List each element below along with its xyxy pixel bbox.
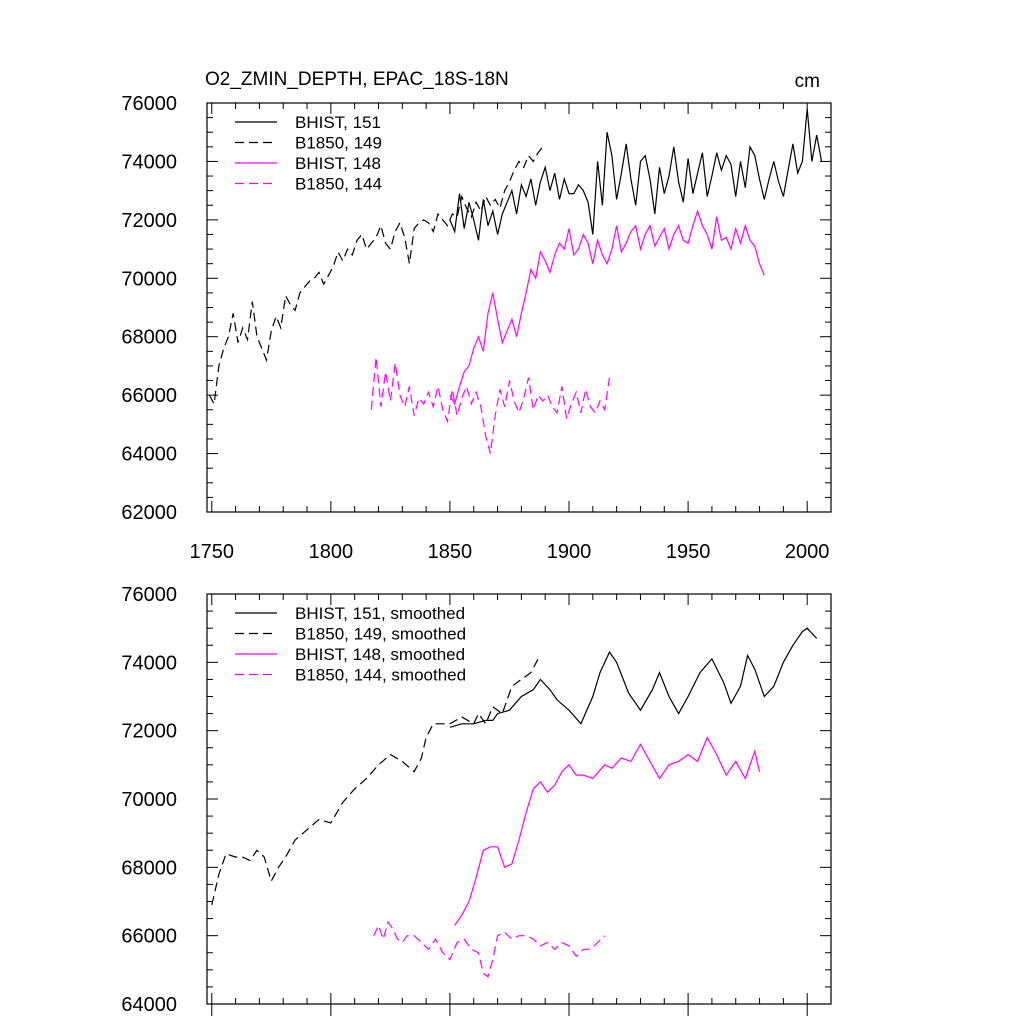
legend-label: BHIST, 148 xyxy=(295,154,381,173)
series-lines xyxy=(211,627,818,978)
units-label: cm xyxy=(795,71,820,92)
y-tick-label: 62000 xyxy=(121,502,177,524)
x-tick-label: 1800 xyxy=(309,541,354,563)
series-line-1 xyxy=(208,146,544,406)
y-tick-label: 72000 xyxy=(121,210,177,232)
y-tick-label: 76000 xyxy=(121,584,177,606)
legend-label: BHIST, 148, smoothed xyxy=(295,645,465,664)
legend-label: B1850, 149, smoothed xyxy=(295,625,466,644)
y-tick-labels: 64000 66000 68000 70000 72000 74000 76000 xyxy=(121,584,177,1016)
series-line-0 xyxy=(449,627,818,728)
y-tick-labels: 62000 64000 66000 68000 70000 72000 74000 76000 xyxy=(121,93,177,524)
series-line-2 xyxy=(454,736,761,926)
axis-ticks xyxy=(207,593,832,1016)
series-line-3 xyxy=(370,357,611,454)
y-tick-label: 68000 xyxy=(121,327,177,349)
legend-label: B1850, 144 xyxy=(295,175,382,194)
y-tick-label: 72000 xyxy=(121,721,177,743)
chart-title: O2_ZMIN_DEPTH, EPAC_18S-18N xyxy=(205,69,509,90)
legend-label: B1850, 144, smoothed xyxy=(295,666,466,685)
series-line-2 xyxy=(449,209,765,406)
axis-ticks xyxy=(207,102,832,513)
y-tick-label: 66000 xyxy=(121,385,177,407)
series-line-1 xyxy=(211,658,539,906)
y-tick-label: 74000 xyxy=(121,151,177,173)
x-tick-labels: 1750 1800 1850 1900 1950 2000 xyxy=(190,541,830,563)
y-tick-label: 76000 xyxy=(121,93,177,115)
top-panel: O2_ZMIN_DEPTH, EPAC_18S-18N cm 62000 6400… xyxy=(121,69,832,563)
x-tick-label: 1900 xyxy=(547,541,592,563)
y-tick-label: 70000 xyxy=(121,789,177,811)
legend-label: BHIST, 151 xyxy=(295,113,381,132)
series-lines xyxy=(208,108,823,454)
x-tick-label: 1850 xyxy=(428,541,473,563)
legend-label: B1850, 149 xyxy=(295,134,382,153)
legend-label: BHIST, 151, smoothed xyxy=(295,604,465,623)
series-line-3 xyxy=(373,920,606,978)
x-tick-label: 2000 xyxy=(785,541,830,563)
series-line-0 xyxy=(449,108,823,241)
bottom-panel: 64000 66000 68000 70000 72000 74000 76000 BHIS… xyxy=(121,584,832,1016)
x-tick-label: 1750 xyxy=(190,541,235,563)
x-tick-label: 1950 xyxy=(666,541,711,563)
y-tick-label: 74000 xyxy=(121,652,177,674)
legend: BHIST, 151, smoothed B1850, 149, smoothed… xyxy=(235,604,466,685)
y-tick-label: 66000 xyxy=(121,926,177,948)
y-tick-label: 70000 xyxy=(121,268,177,290)
y-tick-label: 64000 xyxy=(121,444,177,466)
y-tick-label: 64000 xyxy=(121,994,177,1016)
y-tick-label: 68000 xyxy=(121,857,177,879)
